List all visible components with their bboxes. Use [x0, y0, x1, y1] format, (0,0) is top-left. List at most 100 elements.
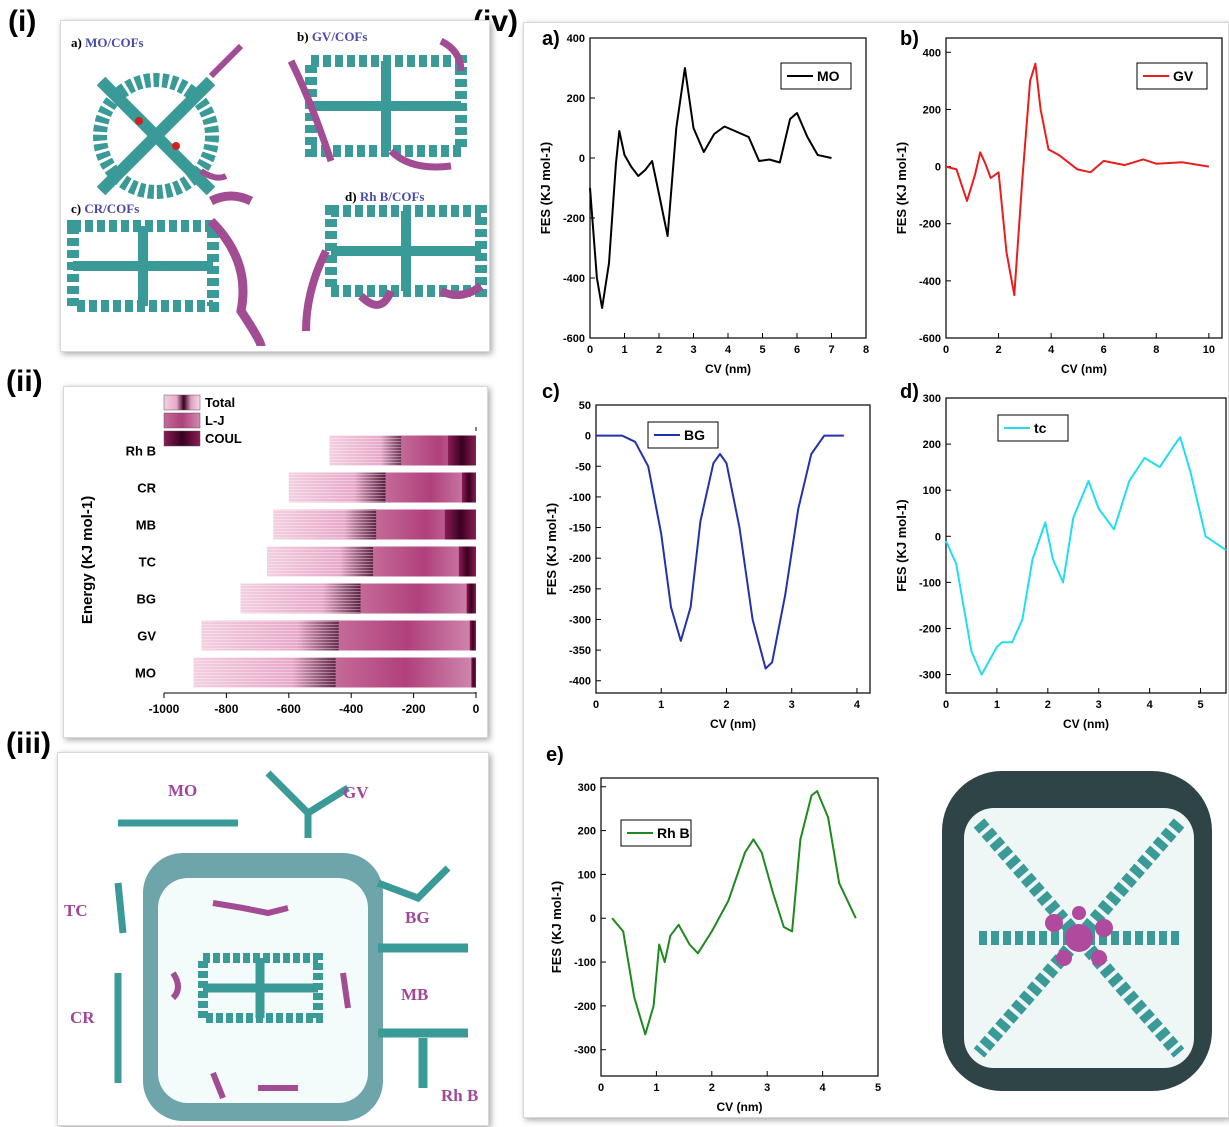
y-tick-label: 200 [578, 826, 596, 838]
x-tick-label: 8 [1153, 344, 1159, 356]
x-tick-label: 2 [1045, 699, 1051, 711]
y-tick-label: 200 [567, 93, 585, 105]
fes-line [596, 434, 844, 670]
x-tick-label: 6 [794, 344, 800, 356]
bar-x-tick-label: 0 [473, 702, 480, 716]
y-tick-label: -100 [574, 957, 596, 969]
bar-legend: Total L-J COUL [163, 394, 242, 447]
x-axis-label: CV (nm) [1061, 362, 1107, 376]
y-tick-label: 300 [578, 782, 596, 794]
x-axis-label: CV (nm) [705, 362, 751, 376]
x-tick-label: 5 [1197, 699, 1203, 711]
molecule-label-mb: MB [401, 985, 429, 1004]
fes-line [611, 790, 857, 1036]
molecule-label-cr: CR [70, 1008, 95, 1027]
fes-chart-gv: b) 0 2 4 6 8 10 -600 -400 -200 0 200 400 CV (nm) FES (… [894, 28, 1223, 376]
x-tick-label: 3 [764, 1082, 770, 1094]
bar-lj-gv [338, 620, 476, 651]
y-tick-label: -250 [569, 584, 591, 596]
x-tick-label: 1 [621, 344, 627, 356]
bar-x-ticks: -1000 -800 -600 -400 -200 0 [149, 693, 480, 716]
legend-swatch-total [163, 394, 201, 411]
fes-legend-label: tc [1034, 420, 1047, 436]
bar-x-tick-label: -800 [214, 702, 238, 716]
x-tick-label: 0 [943, 699, 949, 711]
legend-label-lj: L-J [205, 413, 225, 428]
bar-category-label: MB [136, 518, 156, 533]
bar-x-tick-label: -1000 [149, 702, 180, 716]
bar-category-label: MO [135, 666, 156, 681]
y-tick-label: 200 [923, 104, 941, 116]
x-tick-label: 0 [593, 699, 599, 711]
x-tick-label: 8 [863, 344, 869, 356]
fes-line [945, 62, 1210, 297]
y-tick-label: -300 [574, 1045, 596, 1057]
gv-molecule [265, 770, 350, 838]
bar-x-tick-label: -400 [339, 702, 363, 716]
y-tick-label: 200 [923, 439, 941, 451]
bar-lj-mo [335, 657, 476, 688]
x-tick-label: 0 [587, 344, 593, 356]
molecule-label-gv: GV [343, 783, 369, 802]
x-tick-label: 5 [759, 344, 765, 356]
fes-panel-letter: c) [542, 381, 560, 403]
bar-category-label: Rh B [126, 444, 156, 459]
cof-surface-image [942, 771, 1212, 1091]
bar-category-label: TC [139, 555, 157, 570]
plot-frame [945, 37, 1223, 339]
plot-frame [945, 397, 1227, 694]
snapshot-label-b: b) GV/COFs [297, 29, 368, 44]
bar-coul-bg [466, 583, 476, 614]
x-tick-label: 4 [820, 1082, 827, 1094]
molecule-label-rhb: Rh B [441, 1086, 479, 1105]
fes-legend-label: MO [817, 68, 840, 84]
x-axis-label: CV (nm) [717, 1100, 763, 1114]
snapshot-label-d: d) Rh B/COFs [345, 189, 425, 204]
x-tick-label: 0 [943, 344, 949, 356]
y-tick-label: 400 [567, 33, 585, 45]
bar-coul-mo [471, 657, 476, 688]
x-tick-label: 2 [709, 1082, 715, 1094]
bar-coul-gv [469, 620, 476, 651]
legend-label-total: Total [205, 395, 235, 410]
y-tick-label: 400 [923, 47, 941, 59]
y-tick-label: -600 [563, 333, 585, 345]
molecule-label-bg: BG [405, 908, 430, 927]
panel-ii-energy-chart: -1000 -800 -600 -400 -200 0 Rh B CR MB TC BG GV MO … [63, 386, 488, 738]
x-tick-label: 6 [1101, 344, 1107, 356]
energy-bar-chart: -1000 -800 -600 -400 -200 0 Rh BCRMBTCBGGVMO … [79, 394, 480, 716]
tc-molecule [114, 882, 127, 934]
panel-i-snapshots: a) MO/COFs b) GV/COFs c) CR/COFs d) Rh B… [60, 20, 490, 352]
y-tick-label: 0 [579, 153, 585, 165]
panel-label-ii: (ii) [6, 365, 43, 398]
adsorbed-dye [1045, 906, 1113, 966]
x-tick-label: 0 [598, 1082, 604, 1094]
fes-legend-box [997, 414, 1069, 442]
fes-line [945, 436, 1227, 676]
fes-panel-letter: b) [900, 28, 919, 50]
x-tick-label: 2 [656, 344, 662, 356]
x-tick-label: 1 [658, 699, 664, 711]
y-tick-label: 300 [923, 393, 941, 405]
fes-panel-letter: e) [546, 744, 564, 766]
y-axis-label: FES (KJ mol-1) [544, 503, 559, 595]
y-tick-label: -300 [569, 614, 591, 626]
x-tick-label: 4 [1048, 344, 1055, 356]
fes-chart-rhb: e) 0 1 2 3 4 5 -300 -200 -100 0 100 200 300 CV (nm) FES… [546, 744, 881, 1114]
panel-iv-fes-charts: a) 0 1 2 3 4 5 6 7 8 -600 -400 -200 0 200 400 CV (nm) FES… [523, 22, 1229, 1118]
bar-category-label: GV [137, 629, 156, 644]
legend-swatch-coul [163, 430, 201, 447]
panel-label-i: (i) [8, 5, 37, 38]
y-axis-label: FES (KJ mol-1) [894, 499, 909, 591]
y-tick-label: 100 [923, 485, 941, 497]
y-tick-label: 0 [935, 531, 941, 543]
x-tick-label: 4 [725, 344, 732, 356]
x-tick-label: 2 [723, 699, 729, 711]
x-tick-label: 3 [789, 699, 795, 711]
y-tick-label: 50 [579, 400, 591, 412]
snapshot-label-c: c) CR/COFs [71, 201, 140, 216]
x-tick-label: 3 [1096, 699, 1102, 711]
x-tick-label: 4 [854, 699, 861, 711]
y-tick-label: 0 [935, 162, 941, 174]
